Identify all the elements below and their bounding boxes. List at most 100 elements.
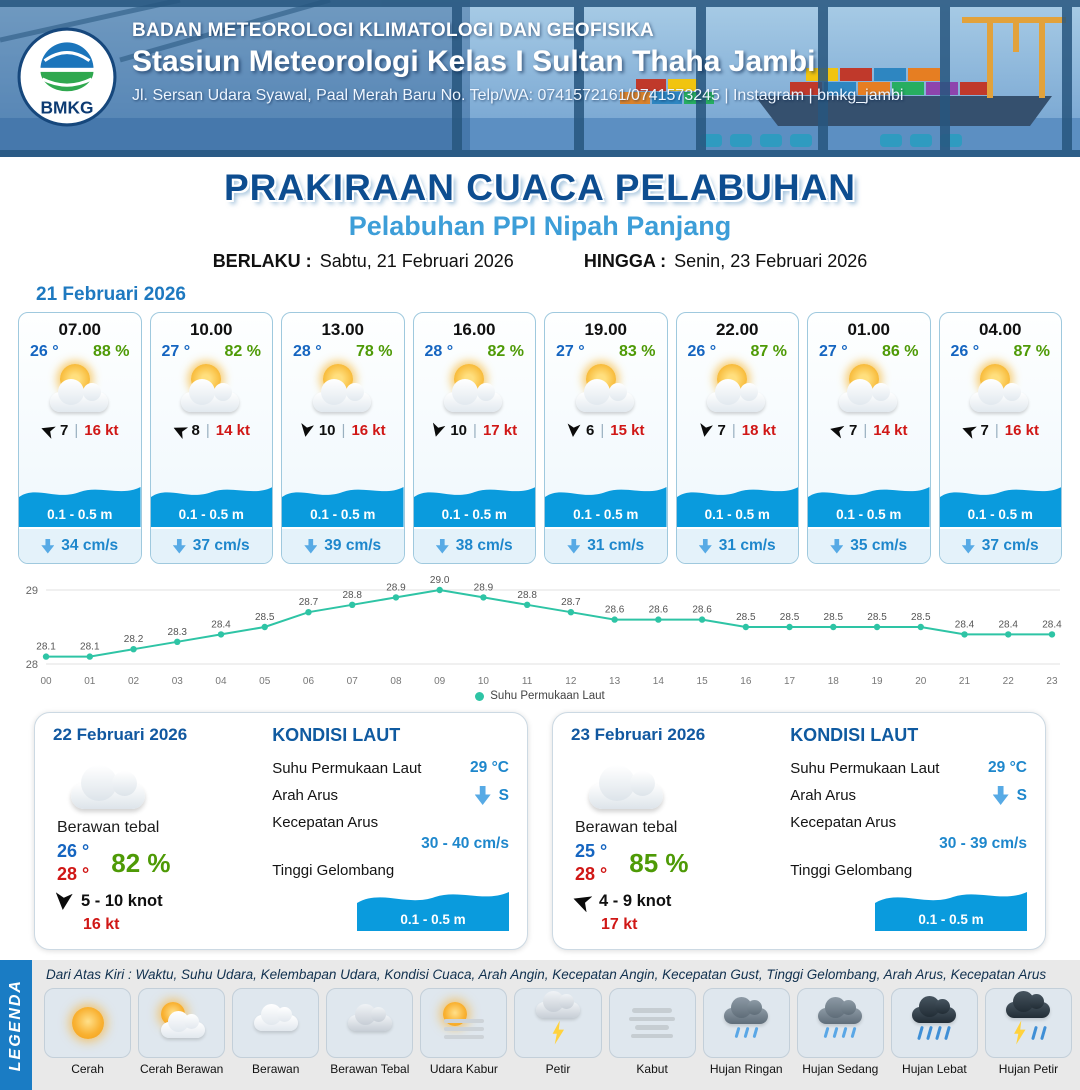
- forecast-time: 07.00: [58, 320, 102, 339]
- current-row: 34 cm/s: [19, 527, 141, 563]
- wind-speed: 6: [586, 422, 595, 439]
- forecast-card: 22.00 26 ° 87 % 7 | 18 kt 0.1 - 0.5 m 31 cm…: [675, 312, 799, 564]
- wind-gust: 15 kt: [610, 422, 645, 439]
- header: BMKG BADAN METEOROLOGI KLIMATOLOGI DAN G…: [0, 0, 1080, 157]
- wind-range: 4 - 9 knot: [599, 892, 672, 910]
- cloud-icon: [585, 759, 685, 811]
- current-speed: 35 cm/s: [850, 537, 908, 554]
- svg-text:16: 16: [740, 676, 752, 687]
- wind-gust: 14 kt: [873, 422, 908, 439]
- current-dir-label: Arah Arus: [790, 787, 857, 804]
- current-speed: 31 cm/s: [587, 537, 645, 554]
- current-speed-label: Kecepatan Arus: [790, 814, 897, 831]
- wave-height-band: 0.1 - 0.5 m: [676, 477, 798, 527]
- legend-item: Udara Kabur: [420, 988, 508, 1076]
- validity-period: BERLAKU : Sabtu, 21 Februari 2026 HINGGA …: [0, 251, 1080, 272]
- sst-value: 29 °C: [470, 759, 509, 776]
- legend-item-label: Hujan Lebat: [902, 1062, 967, 1076]
- air-temp: 28 °: [293, 343, 322, 360]
- wave-height-band: 0.1 - 0.5 m: [875, 883, 1027, 931]
- wave-height-value: 0.1 - 0.5 m: [704, 507, 770, 522]
- wind-gust: 16 kt: [84, 422, 119, 439]
- wave-height-value: 0.1 - 0.5 m: [441, 507, 507, 522]
- svg-text:02: 02: [128, 676, 140, 687]
- sun-cloud-icon: [958, 364, 1042, 418]
- wind-direction-icon: [170, 422, 187, 439]
- air-temp: 27 °: [161, 343, 191, 360]
- condition-label: Berawan tebal: [575, 819, 678, 836]
- legend-item-label: Hujan Ringan: [709, 1062, 783, 1076]
- wave-height-value: 0.1 - 0.5 m: [310, 507, 376, 522]
- temp-min: 25 °: [575, 841, 608, 861]
- forecast-card: 04.00 26 ° 87 % 7 | 16 kt 0.1 - 0.5 m 37 cm…: [938, 312, 1062, 564]
- berlaku-value: Sabtu, 21 Februari 2026: [319, 251, 514, 271]
- port-illustration: [0, 0, 1080, 157]
- wind-speed: 7: [717, 422, 726, 439]
- thunderstorm-icon: [999, 990, 1057, 1048]
- wind-gust: 17 kt: [601, 916, 638, 933]
- wave-height-value: 0.1 - 0.5 m: [918, 912, 984, 927]
- svg-text:18: 18: [828, 676, 840, 687]
- forecast-card: 10.00 27 ° 82 % 8 | 14 kt 0.1 - 0.5 m 37 cm…: [149, 312, 273, 564]
- wind-gust: 17 kt: [482, 422, 518, 439]
- svg-text:14: 14: [653, 676, 665, 687]
- current-dir-value: S: [498, 786, 509, 804]
- day3-card: 23 Februari 2026 Berawan tebal 25 ° 28 °…: [552, 712, 1046, 950]
- svg-text:28.6: 28.6: [649, 605, 669, 616]
- sst-label: Suhu Permukaan Laut: [790, 759, 940, 777]
- svg-text:03: 03: [172, 676, 184, 687]
- humidity: 82 %: [487, 343, 524, 360]
- wind-speed: 7: [980, 422, 989, 439]
- wind-direction-icon: [829, 423, 845, 439]
- wave-height-band: 0.1 - 0.5 m: [808, 477, 930, 527]
- svg-text:28.5: 28.5: [867, 612, 887, 623]
- sun-cloud-icon: [169, 364, 253, 418]
- svg-text:28.8: 28.8: [342, 590, 362, 601]
- current-direction-icon: [567, 538, 581, 554]
- wave-height-value: 0.1 - 0.5 m: [178, 507, 244, 522]
- svg-text:15: 15: [697, 676, 709, 687]
- current-speed: 39 cm/s: [324, 537, 382, 554]
- current-direction-icon: [41, 538, 55, 554]
- cloud-icon: [67, 759, 167, 811]
- wind-gust: 18 kt: [741, 422, 776, 439]
- current-dir-value: S: [1016, 786, 1027, 804]
- wind-gust: 16 kt: [1004, 422, 1039, 439]
- forecast-time: 19.00: [584, 320, 628, 339]
- humidity: 78 %: [356, 343, 393, 360]
- current-row: 31 cm/s: [676, 527, 798, 563]
- wind-range: 5 - 10 knot: [81, 892, 163, 910]
- wave-height-value: 0.1 - 0.5 m: [836, 507, 902, 522]
- svg-text:13: 13: [609, 676, 621, 687]
- current-row: 37 cm/s: [150, 527, 272, 563]
- chart-legend-label: Suhu Permukaan Laut: [490, 690, 605, 702]
- current-speed-value: 30 - 40 cm/s: [421, 835, 509, 852]
- wind-direction-icon: [571, 891, 593, 913]
- sun-cloud-icon: [695, 364, 779, 418]
- humidity: 87 %: [1013, 343, 1050, 360]
- berlaku-label: BERLAKU :: [212, 251, 312, 271]
- haze-icon: [435, 998, 493, 1048]
- current-direction-icon: [992, 786, 1009, 805]
- forecast-card: 07.00 26 ° 88 % 7 | 16 kt 0.1 - 0.5 m 34 cm…: [18, 312, 142, 564]
- org-name: BADAN METEOROLOGI KLIMATOLOGI DAN GEOFIS…: [132, 20, 655, 41]
- humidity: 85 %: [629, 847, 689, 878]
- legend-item: Hujan Petir: [984, 988, 1073, 1076]
- humidity: 82 %: [224, 343, 261, 360]
- air-temp: 27 °: [819, 343, 848, 360]
- svg-text:28.6: 28.6: [692, 605, 712, 616]
- sun-icon: [59, 998, 117, 1048]
- wave-height-value: 0.1 - 0.5 m: [47, 507, 113, 522]
- air-temp: 28 °: [424, 343, 454, 360]
- legend-items-row: Cerah Cerah Berawan Berawan Berawan Teba…: [36, 985, 1080, 1076]
- svg-text:28.5: 28.5: [736, 612, 756, 623]
- svg-text:28.5: 28.5: [911, 612, 931, 623]
- svg-text:28.4: 28.4: [1042, 619, 1062, 630]
- sea-conditions-heading: KONDISI LAUT: [790, 725, 919, 745]
- wind-gust: 16 kt: [83, 916, 120, 933]
- legend-section: LEGENDA Dari Atas Kiri : Waktu, Suhu Uda…: [0, 960, 1080, 1090]
- legend-item: Hujan Sedang: [796, 988, 884, 1076]
- legend-item: Berawan: [232, 988, 320, 1076]
- chart-legend: Suhu Permukaan Laut: [0, 690, 1080, 702]
- current-direction-icon: [304, 538, 318, 554]
